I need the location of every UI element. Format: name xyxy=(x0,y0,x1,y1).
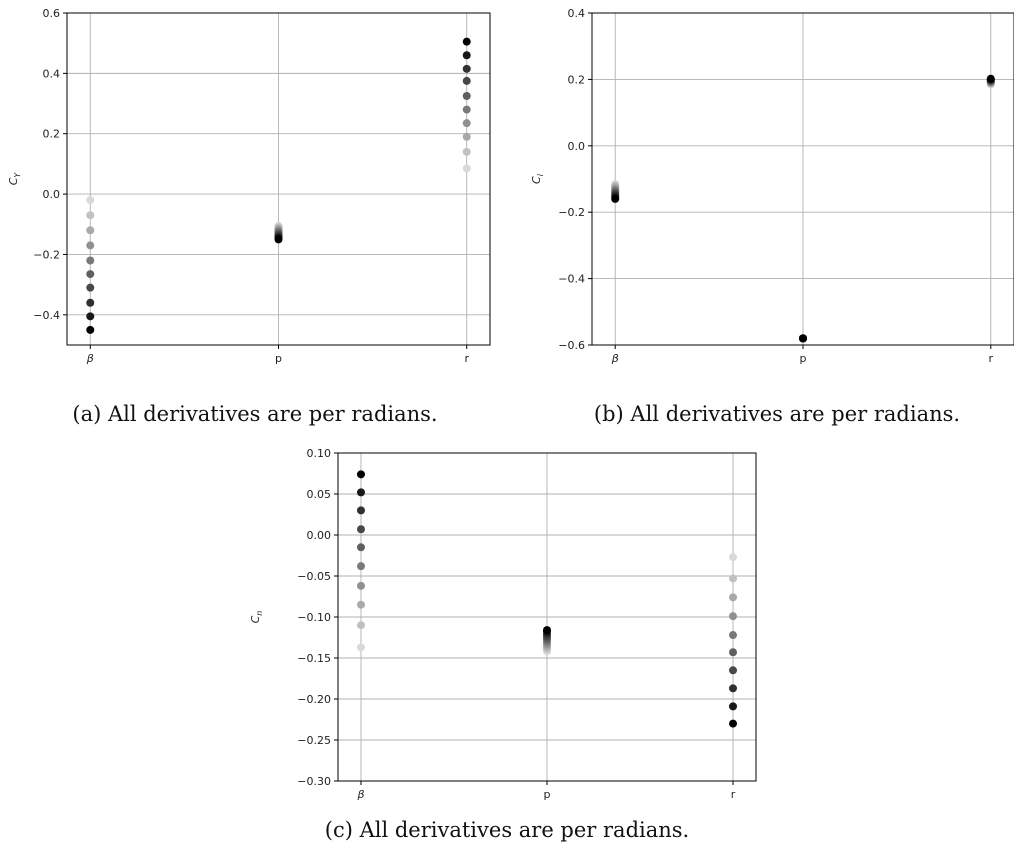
data-point xyxy=(729,631,738,640)
y-tick-label: 0.4 xyxy=(43,67,61,80)
x-tick-label: p xyxy=(544,788,551,801)
data-point xyxy=(86,196,95,205)
data-point xyxy=(986,74,995,83)
y-tick-label: 0.05 xyxy=(307,488,332,501)
y-tick-label: −0.15 xyxy=(297,652,331,665)
x-tick-label: r xyxy=(731,788,736,801)
chart-a-svg: 0.6 0.4 0.2 0.0 −0.2 −0.4 β p r CY xyxy=(7,7,491,365)
caption-b: (b) All derivatives are per radians. xyxy=(593,402,961,426)
y-axis-label-sub: n xyxy=(255,611,264,616)
x-tick-label: β xyxy=(86,352,94,365)
y-tick-label: 0.10 xyxy=(307,447,332,460)
data-point xyxy=(356,562,365,571)
data-point xyxy=(86,298,95,307)
y-axis-label: CY xyxy=(7,172,22,186)
chart-c-svg: 0.10 0.05 0.00 −0.05 −0.10 −0.15 −0.20 −0.25 −0.… xyxy=(249,447,757,801)
data-point xyxy=(356,643,365,652)
data-point xyxy=(356,488,365,497)
data-point xyxy=(86,226,95,235)
data-point xyxy=(86,241,95,250)
data-point xyxy=(356,621,365,630)
y-tick-label: 0.2 xyxy=(568,73,586,86)
y-axis-label-sub: l xyxy=(536,173,545,176)
data-point xyxy=(462,147,471,156)
data-point xyxy=(86,325,95,334)
data-point xyxy=(274,235,283,244)
y-tick-label: 0.0 xyxy=(568,140,586,153)
y-tick-label: 0.00 xyxy=(307,529,332,542)
data-point xyxy=(729,553,738,562)
y-tick-label: 0.0 xyxy=(43,188,61,201)
data-point xyxy=(462,51,471,60)
y-tick-label: −0.2 xyxy=(558,206,585,219)
data-point xyxy=(86,270,95,279)
x-tick-label: p xyxy=(275,352,282,365)
chart-b-svg: 0.4 0.2 0.0 −0.2 −0.4 −0.6 β p r Cl xyxy=(530,7,1014,365)
data-point xyxy=(462,37,471,46)
y-tick-label: 0.4 xyxy=(568,7,586,20)
data-point xyxy=(356,525,365,534)
y-tick-label: −0.05 xyxy=(297,570,331,583)
data-point xyxy=(462,132,471,141)
data-point xyxy=(356,506,365,515)
y-axis-label: Cn xyxy=(249,611,264,624)
data-point xyxy=(356,543,365,552)
data-point xyxy=(86,211,95,220)
data-point xyxy=(729,612,738,621)
data-point xyxy=(729,666,738,675)
data-point xyxy=(729,593,738,602)
caption-a: (a) All derivatives are per radians. xyxy=(72,402,438,426)
chart-panel-b: 0.4 0.2 0.0 −0.2 −0.4 −0.6 β p r Cl xyxy=(500,0,1014,385)
data-point xyxy=(86,283,95,292)
data-point xyxy=(543,626,551,635)
data-point xyxy=(86,256,95,265)
data-point xyxy=(729,574,738,583)
data-point xyxy=(729,719,738,728)
x-tick-label: β xyxy=(356,788,364,801)
y-tick-label: −0.6 xyxy=(558,339,585,352)
data-point xyxy=(729,702,738,711)
y-tick-label: −0.25 xyxy=(297,734,331,747)
data-point xyxy=(729,648,738,657)
data-point xyxy=(356,600,365,609)
x-tick-label: β xyxy=(611,352,619,365)
data-point xyxy=(462,105,471,114)
y-tick-label: −0.2 xyxy=(33,248,60,261)
chart-panel-a: 0.6 0.4 0.2 0.0 −0.2 −0.4 β p r CY xyxy=(0,0,500,385)
data-point xyxy=(799,334,807,343)
y-axis-label: Cl xyxy=(530,173,545,184)
data-point xyxy=(462,92,471,100)
data-point xyxy=(356,581,365,590)
data-point xyxy=(611,194,620,203)
data-point xyxy=(729,684,738,693)
y-tick-label: −0.10 xyxy=(297,611,331,624)
data-point xyxy=(462,64,471,73)
data-point xyxy=(86,312,95,321)
x-tick-label: p xyxy=(800,352,807,365)
y-tick-label: −0.20 xyxy=(297,693,331,706)
y-tick-label: −0.30 xyxy=(297,775,331,788)
y-axis-label-main: C xyxy=(7,177,20,185)
y-tick-label: −0.4 xyxy=(33,309,60,322)
y-tick-label: −0.4 xyxy=(558,273,585,286)
chart-panel-c: 0.10 0.05 0.00 −0.05 −0.10 −0.15 −0.20 −0.25 −0.… xyxy=(240,440,780,810)
y-tick-label: 0.6 xyxy=(43,7,61,20)
y-axis-label-sub: Y xyxy=(13,172,22,178)
caption-c: (c) All derivatives are per radians. xyxy=(324,818,690,842)
x-tick-label: r xyxy=(464,352,469,365)
y-axis-label-main: C xyxy=(530,176,543,184)
data-point xyxy=(462,119,471,128)
y-axis-label-main: C xyxy=(249,615,262,623)
data-point xyxy=(356,470,365,479)
data-point xyxy=(462,76,471,85)
data-point xyxy=(462,164,471,173)
y-tick-label: 0.2 xyxy=(43,128,61,141)
x-tick-label: r xyxy=(989,352,994,365)
